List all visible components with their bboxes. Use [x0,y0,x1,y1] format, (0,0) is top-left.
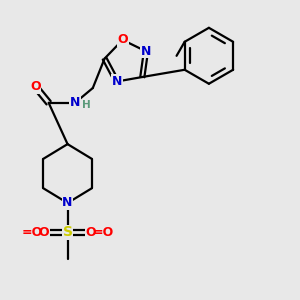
Text: =O: =O [21,226,43,239]
Text: O: O [117,33,128,46]
Text: S: S [63,225,73,239]
Text: O: O [39,226,49,239]
Text: =O: =O [93,226,114,239]
Text: N: N [112,75,122,88]
Text: H: H [82,100,91,110]
Text: N: N [62,196,73,209]
Text: N: N [141,45,151,58]
Text: N: N [70,96,80,109]
Text: O: O [86,226,96,239]
Text: O: O [30,80,41,93]
